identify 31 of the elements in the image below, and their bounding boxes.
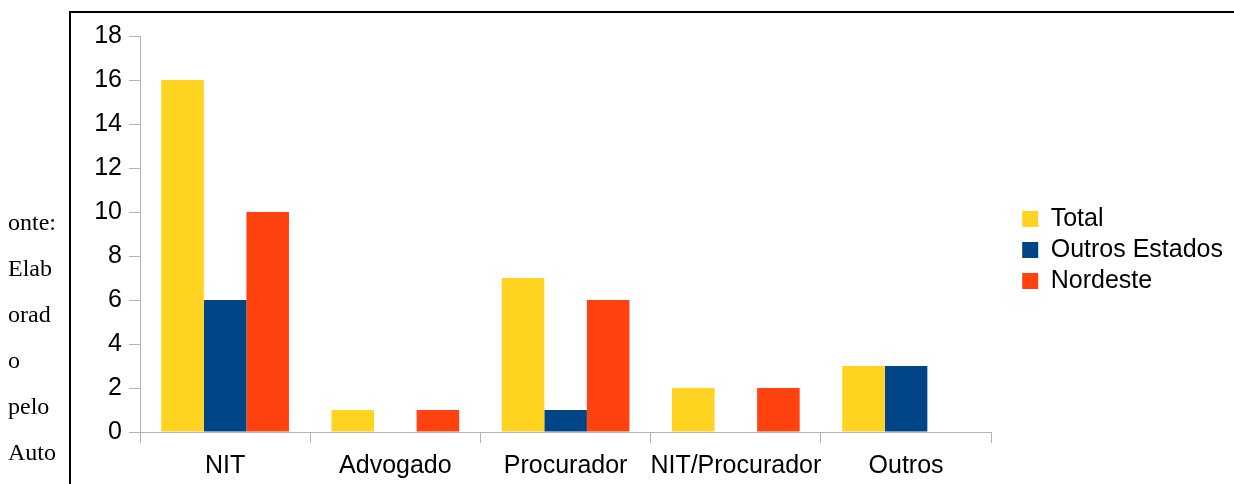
legend-label: Total <box>1050 202 1104 231</box>
bar <box>161 80 204 432</box>
x-tick-label: Advogado <box>339 449 452 478</box>
bar <box>416 410 460 432</box>
y-tick-label: 18 <box>94 19 122 48</box>
bar <box>884 366 928 432</box>
bar <box>246 212 289 432</box>
text: onte: Elab orad o pelo Auto <box>8 208 57 467</box>
bar <box>757 388 800 432</box>
bar <box>331 410 375 432</box>
y-tick-label: 16 <box>94 63 122 92</box>
x-tick-label: Outros <box>868 449 944 478</box>
y-tick-label: 12 <box>94 151 122 180</box>
y-tick-label: 10 <box>94 195 122 224</box>
y-tick-label: 6 <box>108 283 122 312</box>
y-tick-label: 2 <box>108 371 122 400</box>
legend-label: Nordeste <box>1050 264 1153 293</box>
y-tick-label: 0 <box>108 415 122 444</box>
bar <box>501 278 545 432</box>
bar <box>586 300 630 432</box>
x-tick-label: Procurador <box>503 449 628 478</box>
legend-label: Outros Estados <box>1050 233 1224 262</box>
bar <box>672 388 715 432</box>
bar <box>544 410 587 432</box>
bar <box>203 300 247 432</box>
y-tick-label: 14 <box>94 107 123 136</box>
y-tick-label: 8 <box>108 239 122 268</box>
y-tick-label: 4 <box>108 327 123 356</box>
x-tick-label: NIT/Procurador <box>650 449 822 478</box>
bar <box>842 366 885 432</box>
x-tick-label: NIT <box>204 449 246 478</box>
